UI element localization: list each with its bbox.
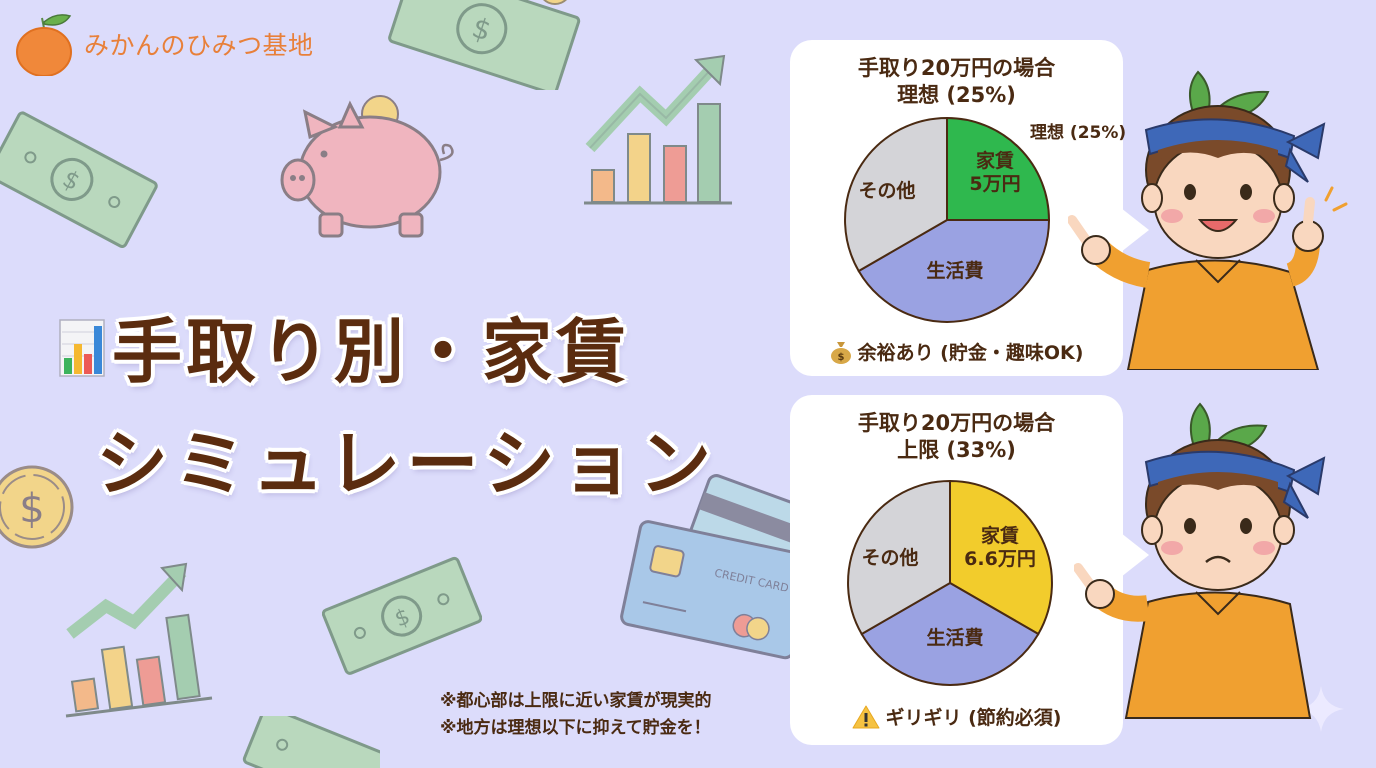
pie-chart-limit [847, 479, 1053, 686]
dollar-bill-icon: $ [388, 0, 581, 90]
piggy-bank-icon [280, 95, 454, 238]
ideal-side-label: 理想 (25%) [1030, 123, 1127, 143]
headline-line-2: シミュレーション [96, 422, 718, 506]
status-note: 余裕あり (貯金・趣味OK) [857, 342, 1084, 364]
rent-value: 6.6万円 [964, 548, 1036, 570]
sparkle-icon [1298, 686, 1344, 732]
mascot-happy [1068, 70, 1348, 370]
pie-slice-living [860, 581, 1040, 686]
coin-icon: $ [0, 465, 74, 549]
status-note: ギリギリ (節約必須) [885, 707, 1062, 729]
pie-slice-rent [949, 479, 1053, 636]
brand-name: みかんのひみつ基地 [84, 31, 314, 60]
note-1: ※都心部は上限に近い家賃が現実的 [440, 691, 712, 711]
rent-label: 家賃 [975, 150, 1014, 172]
svg-text:$: $ [19, 486, 44, 532]
headline-line-1: 手取り別・家賃 [112, 311, 630, 393]
pie-slice-living [857, 219, 1051, 323]
growth-chart-icon [65, 562, 213, 718]
rent-label: 家賃 [980, 525, 1019, 547]
warning-icon [852, 705, 879, 728]
living-label: 生活費 [926, 260, 984, 282]
pie-slice-other [847, 479, 951, 636]
growth-chart-icon [584, 54, 732, 205]
rent-value: 5万円 [969, 173, 1021, 195]
dollar-bill-icon: $ [322, 556, 482, 675]
living-label: 生活費 [926, 627, 984, 649]
note-2: ※地方は理想以下に抑えて貯金を！ [440, 718, 711, 738]
card-title: 手取り20万円の場合 [857, 56, 1056, 80]
limit-rent-card: 手取り20万円の場合 上限 (33%) 家賃 6.6万円 その他 生活費 ギリギ… [790, 395, 1149, 745]
svg-text:$: $ [837, 352, 844, 363]
card-subtitle: 理想 (25%) [897, 83, 1016, 107]
pie-slice-rent [946, 116, 1051, 221]
other-label: その他 [858, 180, 916, 202]
brand-logo: みかんのひみつ基地 [14, 12, 314, 76]
money-bag-icon: $ [830, 341, 851, 364]
ideal-rent-card: 手取り20万円の場合 理想 (25%) 家賃 5万円 その他 生活費 $ 余裕あ… [790, 40, 1149, 376]
mandarin-orange-icon [16, 14, 72, 76]
dollar-bill-icon: $ [0, 111, 158, 248]
card-subtitle: 上限 (33%) [897, 438, 1016, 462]
bar-chart-icon [59, 318, 105, 377]
pie-chart-ideal [844, 116, 1051, 323]
card-title: 手取り20万円の場合 [857, 411, 1056, 435]
page-title: 手取り別・家賃 シミュレーション [58, 296, 778, 510]
pie-slice-other [844, 116, 948, 273]
footnotes: ※都心部は上限に近い家賃が現実的 ※地方は理想以下に抑えて貯金を！ [440, 688, 712, 742]
mascot-worried [1074, 402, 1326, 719]
other-label: その他 [861, 547, 919, 569]
credit-card-icon: CREDIT CARD [620, 474, 792, 660]
dollar-bill-icon [242, 716, 380, 768]
